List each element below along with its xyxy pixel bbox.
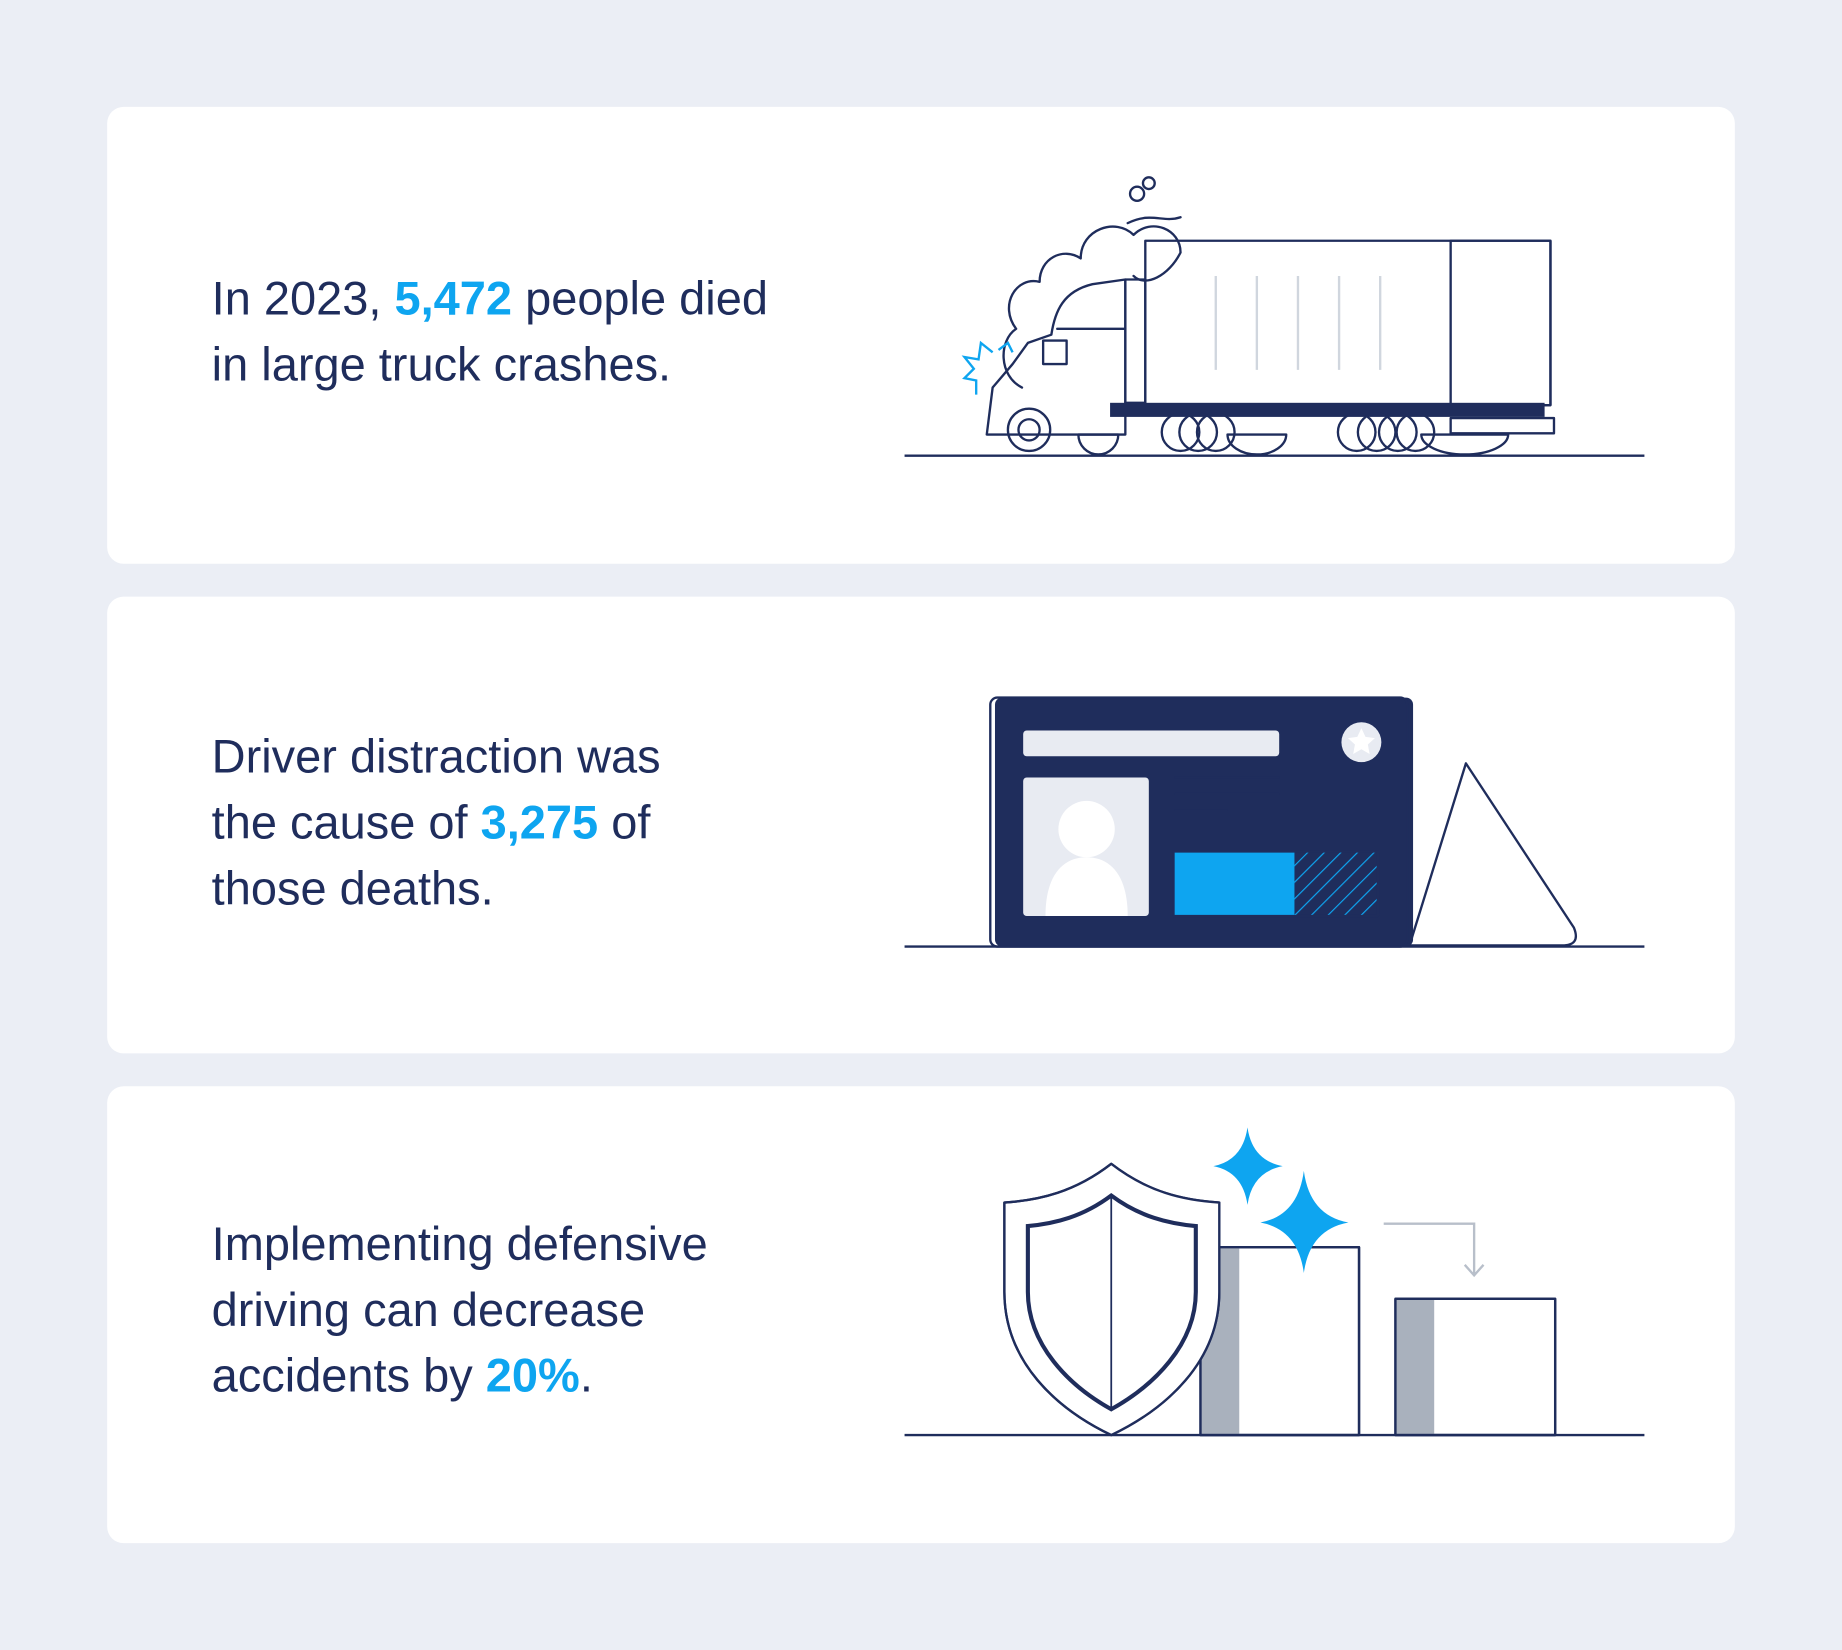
text-segment: those deaths. <box>212 861 494 914</box>
text-segment: In 2023, <box>212 272 395 325</box>
text-segment: people died <box>512 272 768 325</box>
text-segment: Implementing defensive <box>212 1217 708 1270</box>
texts: In 2023, 5,472 people died in large truck… <box>212 272 768 1402</box>
text-segment: driving can decrease <box>212 1283 645 1336</box>
stat-line: Driver distraction was <box>212 730 661 783</box>
stat-line: in large truck crashes. <box>212 337 671 390</box>
stat-line: In 2023, 5,472 people died <box>212 272 768 325</box>
highlight-number: 20% <box>486 1349 580 1402</box>
stat-line: Implementing defensive <box>212 1217 708 1270</box>
shield-illustration <box>904 1127 1645 1437</box>
card <box>107 1086 1735 1544</box>
card <box>107 106 1735 564</box>
text-segment: of <box>598 796 651 849</box>
text-segment: in large truck crashes. <box>212 337 671 390</box>
stat-line: those deaths. <box>212 861 494 914</box>
text-segment: accidents by <box>212 1349 486 1402</box>
text-segment: Driver distraction was <box>212 730 661 783</box>
stat-line: accidents by 20%. <box>212 1349 593 1402</box>
highlight-number: 5,472 <box>394 272 512 325</box>
text-segment: . <box>580 1349 593 1402</box>
license-illustration <box>904 696 1645 948</box>
stat-line: the cause of 3,275 of <box>212 796 652 849</box>
highlight-number: 3,275 <box>481 796 599 849</box>
text-segment: the cause of <box>212 796 481 849</box>
truck-illustration <box>904 176 1645 457</box>
stat-line: driving can decrease <box>212 1283 645 1336</box>
